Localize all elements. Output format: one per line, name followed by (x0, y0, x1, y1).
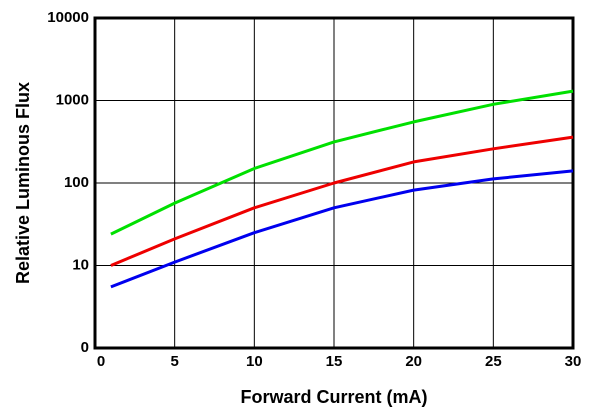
x-tick-label: 30 (565, 353, 582, 370)
x-tick-label: 5 (170, 353, 178, 370)
x-axis-label: Forward Current (mA) (240, 387, 427, 407)
series-line (110, 135, 574, 267)
y-axis-label: Relative Luminous Flux (13, 82, 33, 284)
y-tick-label: 100 (64, 174, 89, 191)
x-tick-label: 10 (246, 353, 263, 370)
series-line (110, 89, 574, 236)
x-tick-label: 0 (97, 353, 105, 370)
series-line (110, 169, 574, 289)
y-tick-label: 1000 (56, 91, 89, 108)
plot-frame (93, 16, 575, 350)
x-tick-label: 15 (326, 353, 343, 370)
y-tick-label: 10000 (47, 9, 89, 26)
x-tick-label: 20 (405, 353, 422, 370)
y-tick-label: 0 (81, 339, 89, 356)
x-tick-label: 25 (485, 353, 502, 370)
y-tick-label: 10 (72, 256, 89, 273)
